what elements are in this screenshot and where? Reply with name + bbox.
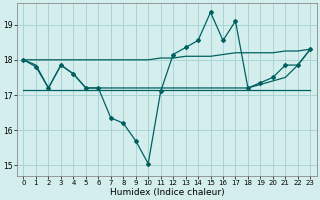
X-axis label: Humidex (Indice chaleur): Humidex (Indice chaleur) (109, 188, 224, 197)
